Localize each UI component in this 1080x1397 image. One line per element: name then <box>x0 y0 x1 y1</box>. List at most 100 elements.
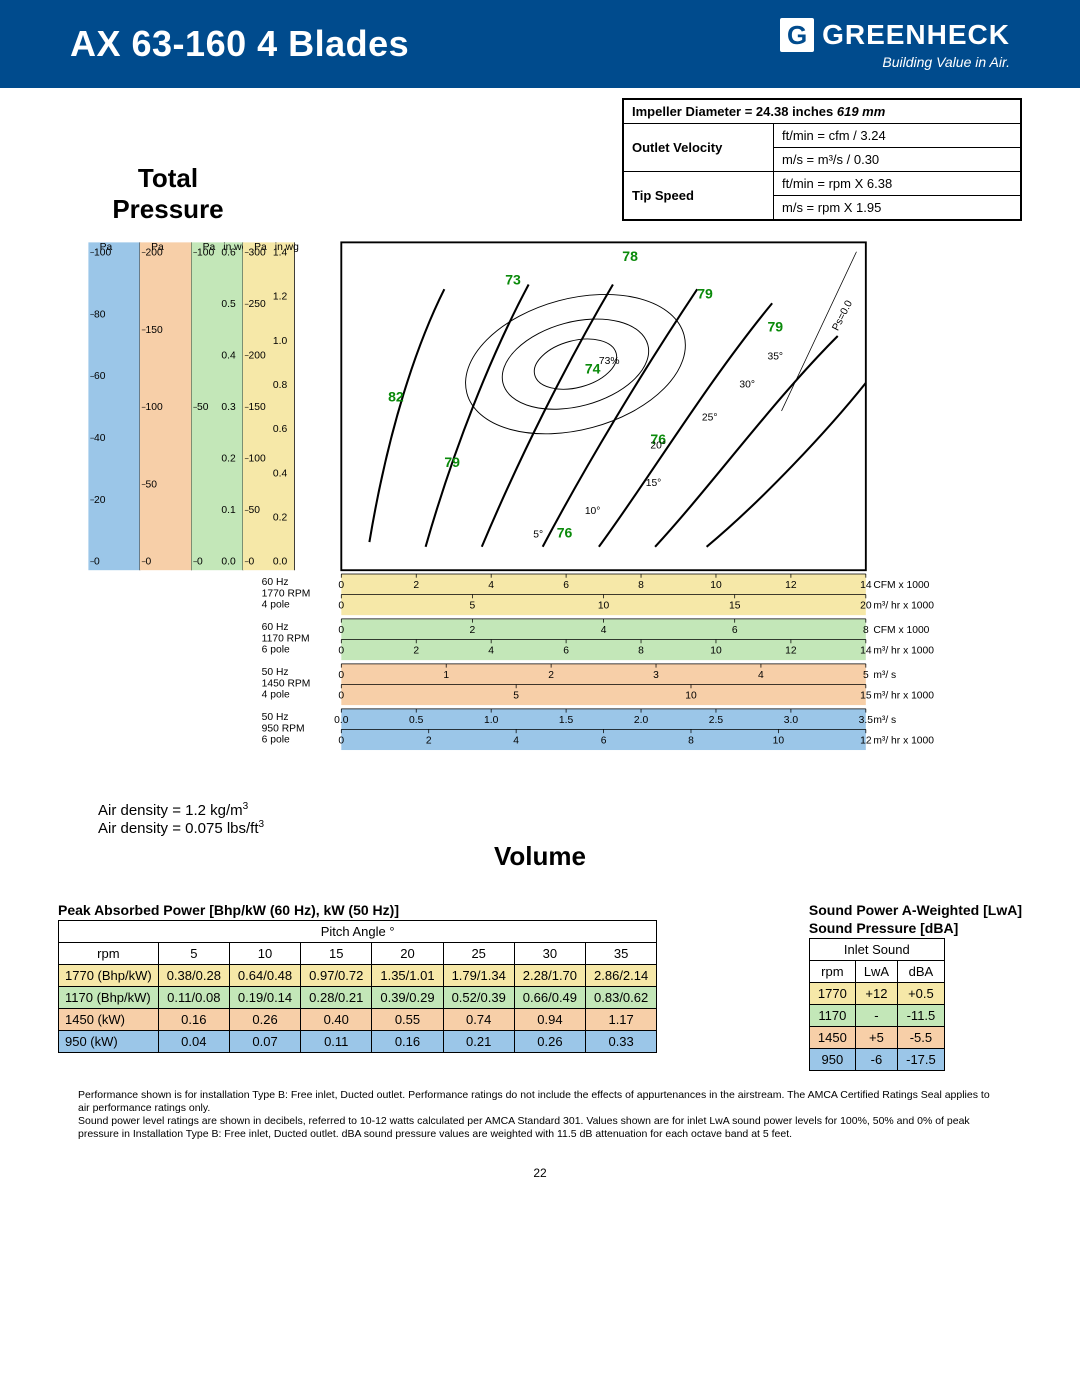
svg-text:15: 15 <box>860 691 872 702</box>
svg-text:1.5: 1.5 <box>559 715 574 726</box>
svg-text:4: 4 <box>488 646 494 657</box>
svg-text:10: 10 <box>710 580 722 591</box>
impeller-mm: 619 mm <box>837 104 885 119</box>
svg-text:m³/ hr x 1000: m³/ hr x 1000 <box>873 691 934 702</box>
svg-text:0.4: 0.4 <box>273 468 288 479</box>
svg-text:0.8: 0.8 <box>273 380 288 391</box>
sound-table-wrap: Sound Power A-Weighted [LwA] Sound Press… <box>809 902 1022 1071</box>
svg-text:2: 2 <box>470 625 476 636</box>
brand-logo: G GREENHECK Building Value in Air. <box>780 18 1010 70</box>
svg-text:6: 6 <box>732 625 738 636</box>
svg-text:8: 8 <box>638 580 644 591</box>
svg-text:14: 14 <box>860 646 872 657</box>
svg-text:73%: 73% <box>599 356 620 367</box>
svg-text:0.1: 0.1 <box>221 505 236 516</box>
svg-text:0.3: 0.3 <box>221 402 236 413</box>
svg-text:200: 200 <box>146 247 163 258</box>
outlet-velocity-2: m/s = m³/s / 0.30 <box>774 147 1020 171</box>
svg-text:1.2: 1.2 <box>273 292 288 303</box>
svg-text:0.0: 0.0 <box>334 715 349 726</box>
brand-tagline: Building Value in Air. <box>780 54 1010 70</box>
outlet-velocity-1: ft/min = cfm / 3.24 <box>774 124 1020 147</box>
svg-text:m³/ hr x 1000: m³/ hr x 1000 <box>873 601 934 612</box>
page-title: AX 63-160 4 Blades <box>70 23 409 65</box>
svg-text:100: 100 <box>197 247 214 258</box>
svg-text:4: 4 <box>513 735 519 746</box>
svg-text:300: 300 <box>249 247 266 258</box>
power-table-wrap: Peak Absorbed Power [Bhp/kW (60 Hz), kW … <box>58 902 657 1053</box>
svg-text:0.6: 0.6 <box>273 424 288 435</box>
svg-text:0.6: 0.6 <box>221 247 236 258</box>
svg-text:6: 6 <box>563 580 569 591</box>
svg-text:3.5: 3.5 <box>859 715 874 726</box>
svg-text:2.5: 2.5 <box>709 715 724 726</box>
svg-text:8: 8 <box>688 735 694 746</box>
svg-text:m³/ hr x 1000: m³/ hr x 1000 <box>873 646 934 657</box>
spec-table: Impeller Diameter = 24.38 inches 619 mm … <box>622 98 1022 221</box>
svg-text:10: 10 <box>710 646 722 657</box>
svg-text:2: 2 <box>413 646 419 657</box>
svg-text:60 Hz: 60 Hz <box>262 622 289 633</box>
svg-text:0.5: 0.5 <box>221 299 236 310</box>
svg-text:50 Hz: 50 Hz <box>262 667 289 678</box>
svg-text:0.2: 0.2 <box>273 512 288 523</box>
svg-text:150: 150 <box>249 402 266 413</box>
svg-text:10: 10 <box>773 735 785 746</box>
svg-text:12: 12 <box>860 735 872 746</box>
svg-text:6 pole: 6 pole <box>262 735 290 746</box>
svg-text:79: 79 <box>444 454 460 470</box>
svg-text:10°: 10° <box>585 506 601 517</box>
svg-text:4 pole: 4 pole <box>262 600 290 611</box>
svg-text:10: 10 <box>598 601 610 612</box>
svg-text:5: 5 <box>863 670 869 681</box>
svg-text:79: 79 <box>697 286 713 302</box>
svg-text:1.0: 1.0 <box>484 715 499 726</box>
svg-text:100: 100 <box>94 247 111 258</box>
svg-text:12: 12 <box>785 646 797 657</box>
svg-text:0: 0 <box>249 557 255 568</box>
svg-text:2: 2 <box>548 670 554 681</box>
svg-text:15: 15 <box>729 601 741 612</box>
svg-text:2: 2 <box>426 735 432 746</box>
tip-speed-2: m/s = rpm X 1.95 <box>774 195 1020 219</box>
svg-text:m³/ hr x 1000: m³/ hr x 1000 <box>873 735 934 746</box>
svg-text:50: 50 <box>197 402 209 413</box>
svg-text:0.2: 0.2 <box>221 454 236 465</box>
air-density-note: Air density = 1.2 kg/m3 Air density = 0.… <box>98 801 1022 837</box>
svg-text:0: 0 <box>338 735 344 746</box>
fan-curve-chart: Pa100806040200Pa200150100500Pain wg10050… <box>58 233 1022 795</box>
svg-text:50 Hz: 50 Hz <box>262 712 289 723</box>
tip-speed-label: Tip Speed <box>624 172 774 219</box>
svg-text:0.4: 0.4 <box>221 351 236 362</box>
svg-text:4 pole: 4 pole <box>262 690 290 701</box>
svg-text:3.0: 3.0 <box>784 715 799 726</box>
svg-text:12: 12 <box>785 580 797 591</box>
svg-text:5°: 5° <box>533 529 543 540</box>
svg-text:100: 100 <box>249 454 266 465</box>
svg-text:1770 RPM: 1770 RPM <box>262 588 311 599</box>
power-table-title: Peak Absorbed Power [Bhp/kW (60 Hz), kW … <box>58 902 657 918</box>
sound-table-title-2: Sound Pressure [dBA] <box>809 920 1022 936</box>
svg-text:0: 0 <box>338 646 344 657</box>
svg-text:0: 0 <box>338 580 344 591</box>
impeller-diameter: Impeller Diameter = 24.38 inches <box>632 104 833 119</box>
svg-text:8: 8 <box>638 646 644 657</box>
svg-text:0: 0 <box>338 670 344 681</box>
svg-text:6: 6 <box>563 646 569 657</box>
svg-text:0.0: 0.0 <box>273 557 288 568</box>
svg-text:1.4: 1.4 <box>273 247 288 258</box>
svg-text:4: 4 <box>758 670 764 681</box>
svg-text:0: 0 <box>197 557 203 568</box>
svg-text:2: 2 <box>413 580 419 591</box>
svg-text:40: 40 <box>94 433 106 444</box>
svg-text:4: 4 <box>601 625 607 636</box>
svg-text:1: 1 <box>443 670 449 681</box>
svg-text:100: 100 <box>146 402 163 413</box>
svg-text:25°: 25° <box>702 412 718 423</box>
svg-text:0: 0 <box>338 601 344 612</box>
svg-text:76: 76 <box>557 524 573 540</box>
svg-text:78: 78 <box>622 248 638 264</box>
svg-text:CFM x 1000: CFM x 1000 <box>873 625 929 636</box>
outlet-velocity-label: Outlet Velocity <box>624 124 774 171</box>
svg-text:4: 4 <box>488 580 494 591</box>
